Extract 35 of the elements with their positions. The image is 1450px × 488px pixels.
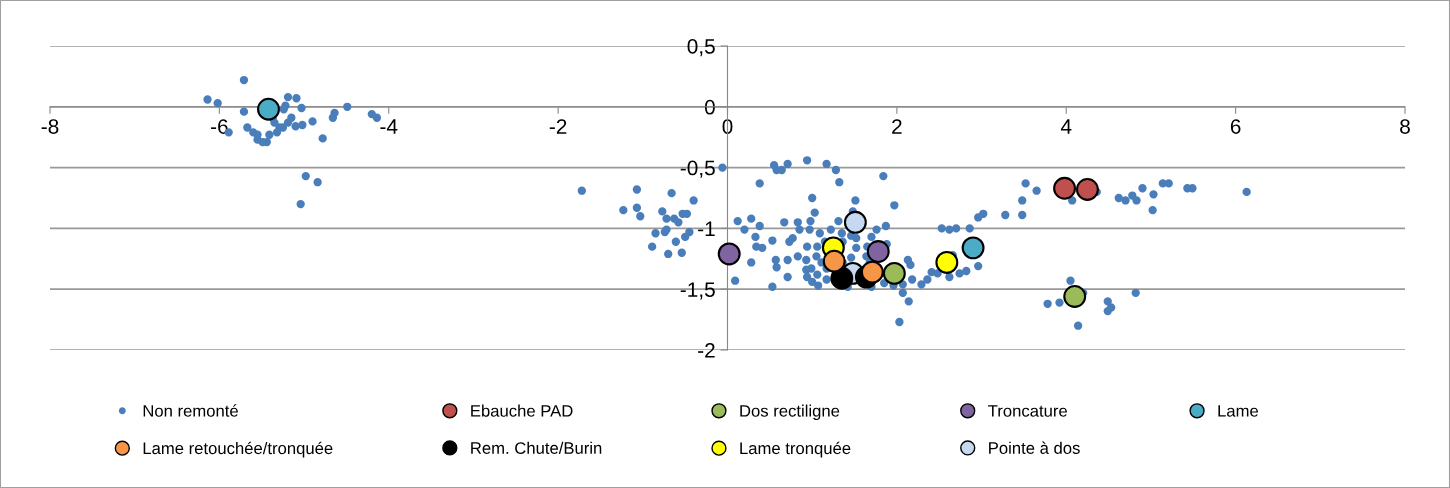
point xyxy=(935,250,959,274)
y-tick-label: 0 xyxy=(704,99,715,115)
legend-label: Non remonté xyxy=(143,404,238,417)
y-tick-label: -0,5 xyxy=(680,160,715,178)
legend-label: Pointe à dos xyxy=(989,441,1080,454)
legend-label: Dos rectiligne xyxy=(740,404,840,421)
point xyxy=(961,236,985,260)
legend-label: Ebauche PAD xyxy=(471,404,573,417)
y-tick-label: -1,5 xyxy=(680,282,715,300)
y-tick-label: 0,5 xyxy=(687,39,715,57)
point xyxy=(860,260,884,284)
point xyxy=(1063,285,1087,308)
x-tick-label: 6 xyxy=(1230,119,1241,134)
y-tick-label: -2 xyxy=(698,343,715,358)
point xyxy=(1075,178,1099,201)
point xyxy=(1053,176,1077,200)
point xyxy=(822,249,846,273)
point xyxy=(717,242,741,266)
x-tick-label: -2 xyxy=(549,119,567,134)
y-tick-label: -1 xyxy=(698,221,715,236)
point xyxy=(257,97,280,121)
x-tick-label: 2 xyxy=(892,119,902,134)
x-tick-label: 8 xyxy=(1400,119,1410,134)
legend-label: Rem. Chute/Burin xyxy=(471,441,602,454)
point xyxy=(843,210,867,234)
point xyxy=(866,240,890,263)
legend-label: Lame xyxy=(1218,405,1259,417)
legend-label: Troncature xyxy=(988,405,1067,417)
legend-label: Lame retouchée/tronquée xyxy=(143,441,333,458)
legend-label: Lame tronquée xyxy=(740,441,851,458)
x-tick-label: 4 xyxy=(1060,119,1072,134)
point xyxy=(830,266,854,290)
x-tick-label: -8 xyxy=(41,119,59,134)
x-tick-label: -4 xyxy=(380,119,398,134)
point xyxy=(882,261,906,285)
